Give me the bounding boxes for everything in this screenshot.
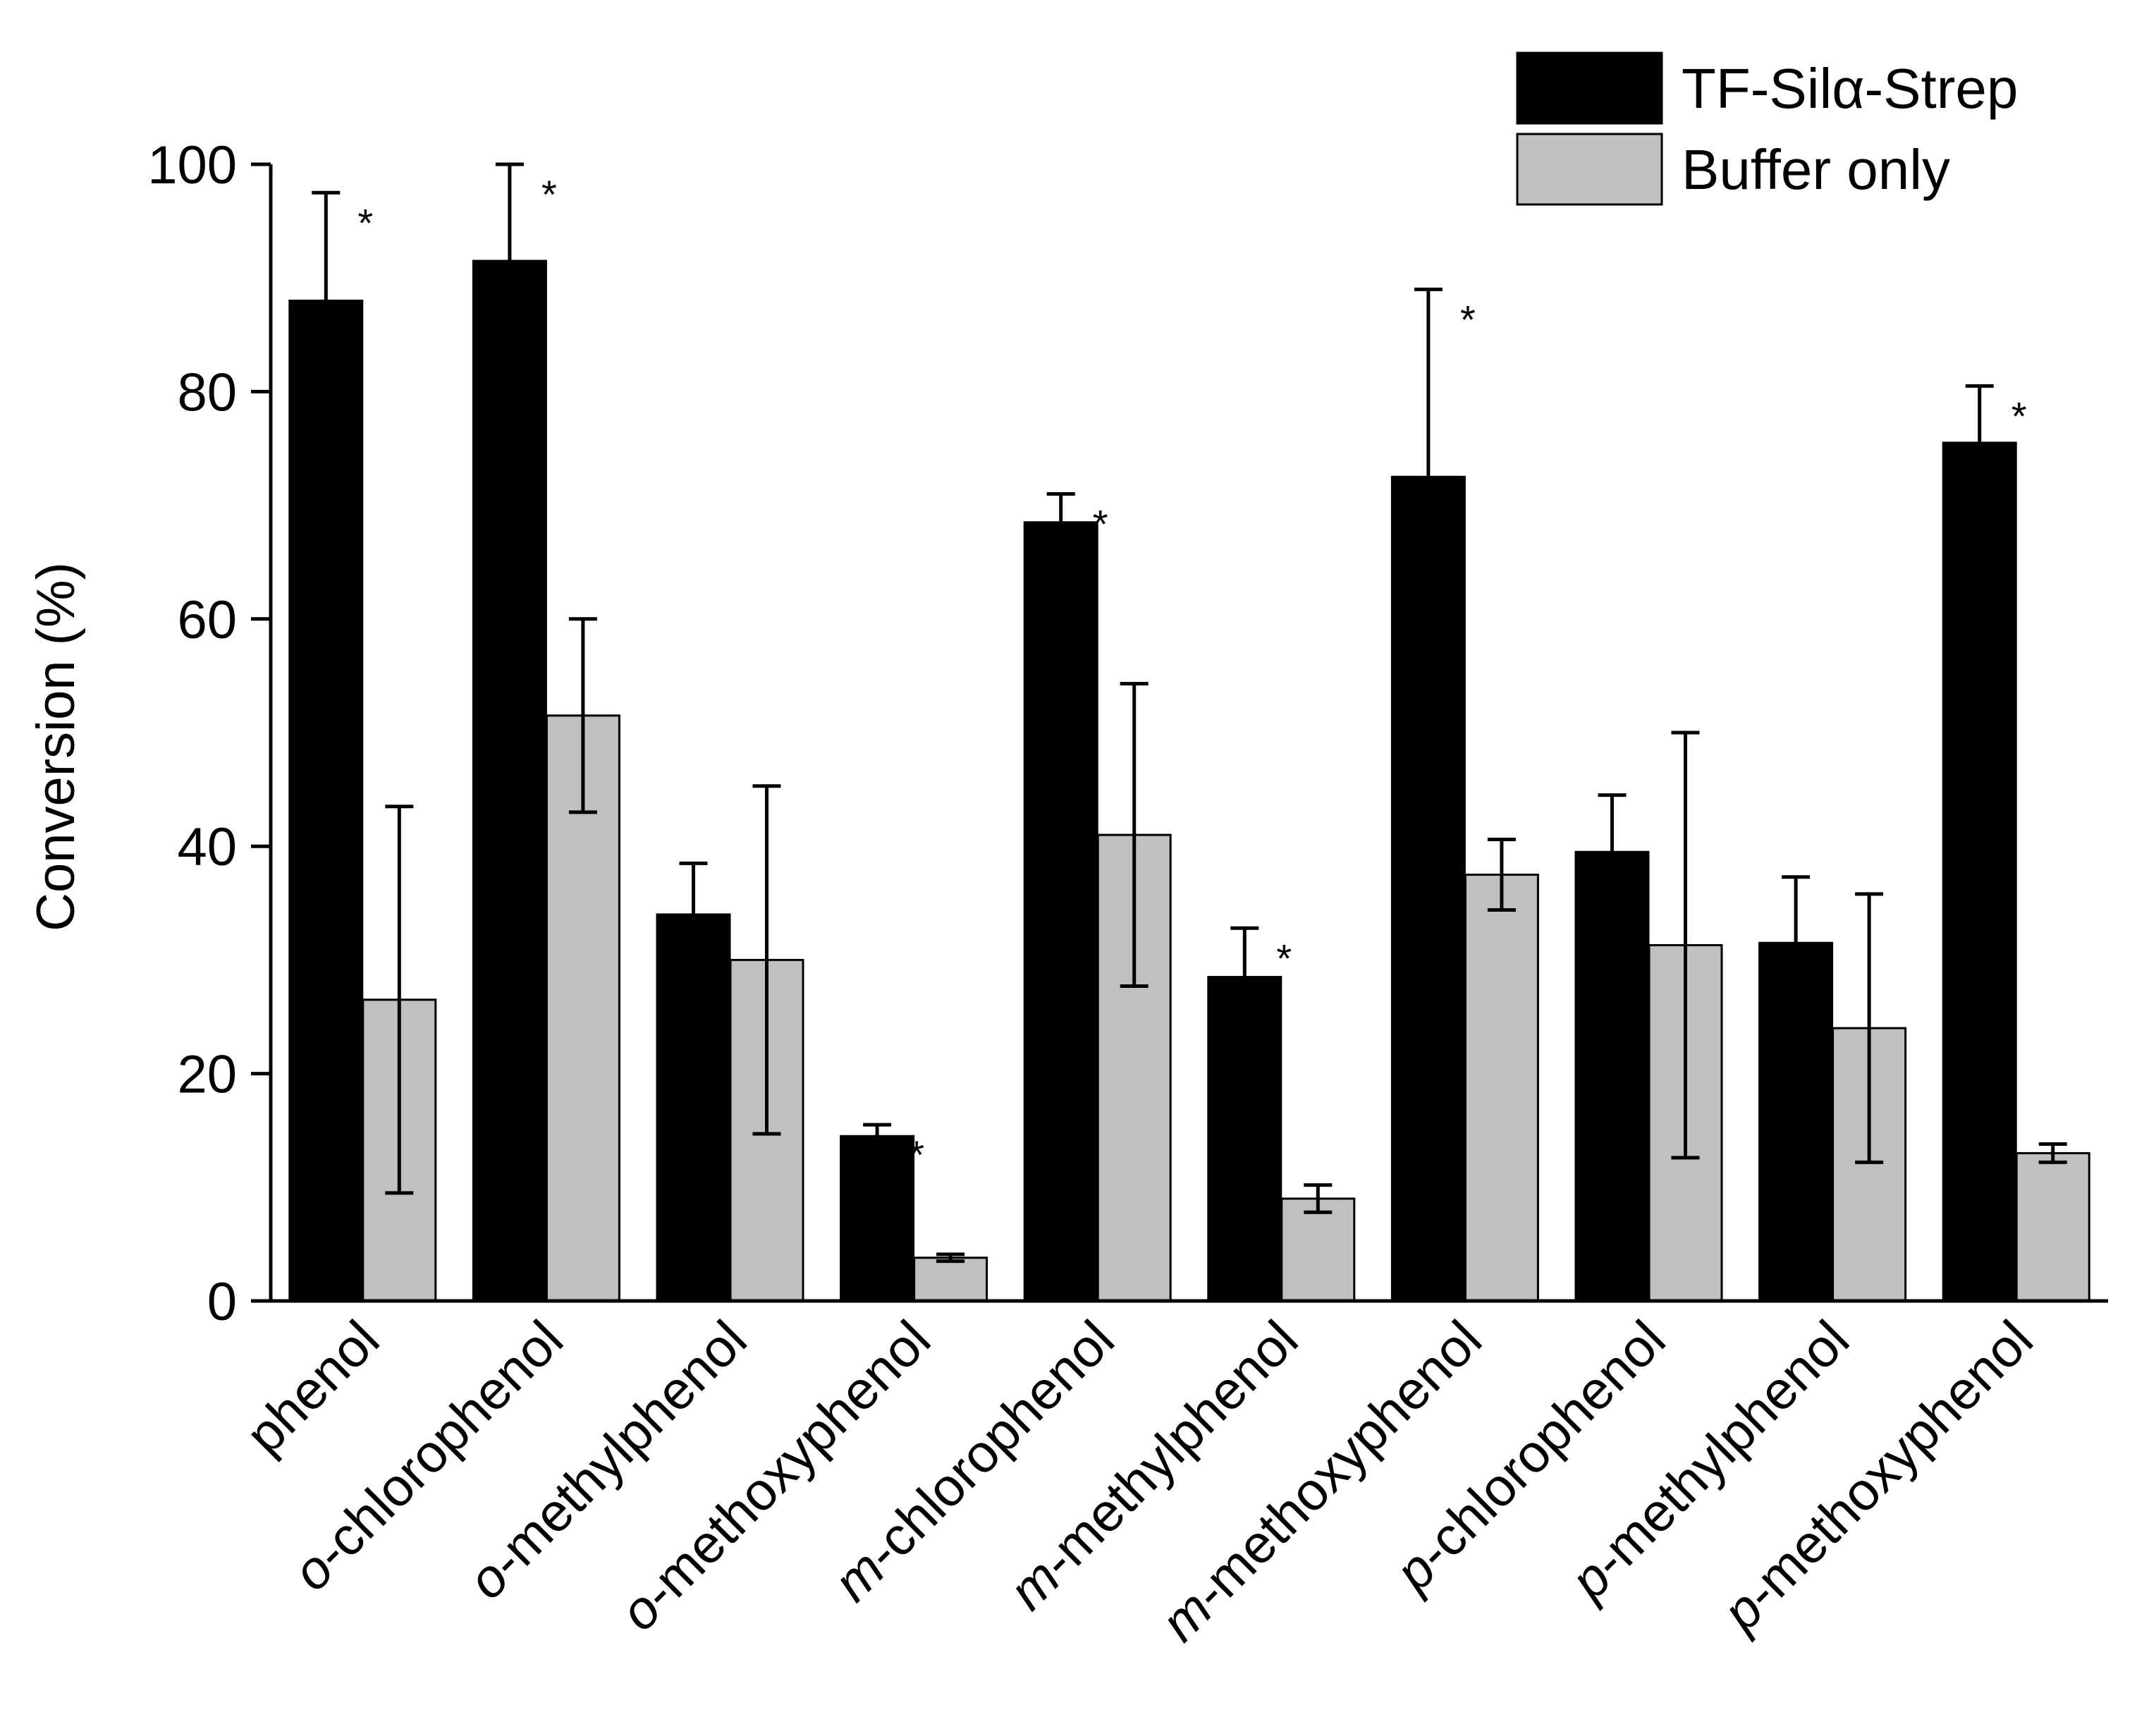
x-tick-label-9: p-methoxyphenol [1710,1309,2045,1644]
bar-tf-sil-strep-4 [1023,521,1098,1302]
error-bar-tf-sil-strep-4 [1046,491,1075,553]
x-tick-label-6: m-methoxyphenol [1150,1309,1493,1653]
significance-marker-5: * [1276,936,1292,980]
bar-tf-sil-strep-2 [656,913,731,1302]
error-bar-buffer-only-4 [1120,682,1149,988]
error-bar-tf-sil-strep-1 [495,162,524,360]
error-bar-buffer-only-1 [568,617,597,814]
significance-marker-6: * [1460,297,1476,341]
error-bar-buffer-only-8 [1855,892,1884,1164]
x-tick-label-3: o-methoxyphenol [609,1309,942,1642]
bar-buffer-only-4 [1096,833,1172,1302]
bar-tf-sil-strep-1 [472,259,547,1302]
bars-layer [288,259,2090,1302]
significance-marker-1: * [541,172,557,216]
y-tick-label-100: 100 [147,135,237,195]
bar-tf-sil-strep-9 [1942,441,2017,1302]
error-bar-buffer-only-2 [752,784,781,1136]
axes-layer [251,162,2108,1303]
bar-tf-sil-strep-0 [288,299,364,1302]
legend-label-tf-sil-strep: TF-Silα-Strep [1682,57,2018,120]
error-bar-buffer-only-5 [1304,1183,1333,1214]
legend: TF-Silα-Strep Buffer only [1516,51,2018,206]
bar-buffer-only-9 [2015,1151,2090,1302]
error-bar-buffer-only-3 [936,1252,965,1264]
error-bar-buffer-only-7 [1671,731,1700,1160]
error-bar-buffer-only-9 [2038,1142,2067,1164]
x-tick-label-name-0: phenol [235,1309,391,1465]
bar-tf-sil-strep-3 [840,1135,915,1302]
bar-buffer-only-3 [913,1257,988,1302]
y-tick-label-80: 80 [177,362,237,422]
y-tick-label-20: 20 [177,1045,237,1105]
error-bar-tf-sil-strep-5 [1230,926,1259,1028]
error-bars-layer [312,162,2067,1264]
error-bar-buffer-only-6 [1487,838,1516,912]
error-bar-buffer-only-0 [385,805,414,1195]
y-axis-title: Conversion (%) [26,562,86,931]
legend-swatch-tf-sil-strep [1516,51,1663,125]
error-bar-tf-sil-strep-0 [312,190,341,411]
legend-swatch-buffer-only [1516,133,1663,206]
x-tick-label-0: phenol [235,1309,391,1465]
y-tick-label-0: 0 [207,1272,237,1332]
significance-marker-0: * [357,200,373,245]
bar-buffer-only-6 [1464,874,1539,1302]
bar-tf-sil-strep-7 [1574,850,1650,1302]
error-bar-tf-sil-strep-9 [1965,384,1994,502]
y-tick-label-40: 40 [177,817,237,877]
error-bar-tf-sil-strep-7 [1598,793,1627,911]
legend-label-buffer-only: Buffer only [1682,138,1950,201]
error-bar-tf-sil-strep-8 [1782,875,1811,1011]
significance-marker-4: * [1093,501,1108,546]
bar-buffer-only-5 [1280,1197,1356,1302]
error-bar-tf-sil-strep-2 [679,861,708,967]
error-bar-tf-sil-strep-6 [1414,287,1443,666]
significance-marker-3: * [909,1132,924,1177]
significance-marker-9: * [2012,393,2027,438]
y-tick-label-60: 60 [177,590,237,650]
error-bar-tf-sil-strep-3 [863,1123,892,1149]
